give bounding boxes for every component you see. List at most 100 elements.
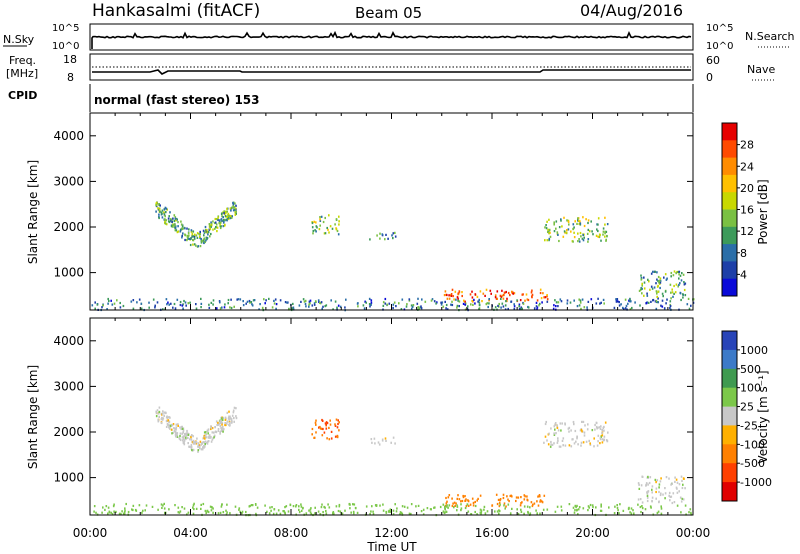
range-gate-cell — [573, 226, 575, 229]
range-gate-cell — [363, 307, 366, 310]
range-gate-cell — [548, 239, 550, 242]
range-gate-cell — [650, 506, 652, 509]
range-gate-cell — [195, 303, 197, 306]
range-gate-cell — [588, 230, 591, 233]
range-gate-cell — [206, 442, 209, 445]
range-gate-cell — [204, 240, 206, 244]
range-gate-cell — [292, 306, 295, 309]
range-gate-cell — [592, 233, 594, 236]
range-gate-cell — [379, 232, 381, 235]
range-gate-cell — [555, 305, 557, 308]
range-gate-cell — [192, 235, 194, 238]
range-gate-cell — [567, 228, 570, 231]
nsearch-tick-bottom: 10^0 — [706, 41, 733, 52]
range-gate-cell — [502, 297, 505, 300]
range-gate-cell — [207, 510, 210, 514]
range-gate-cell — [546, 294, 548, 297]
range-gate-cell — [165, 223, 168, 226]
range-gate-cell — [309, 302, 311, 305]
range-gate-cell — [530, 291, 533, 294]
range-gate-cell — [226, 420, 229, 423]
range-gate-cell — [605, 230, 608, 233]
range-gate-cell — [130, 300, 133, 303]
range-gate-cell — [444, 507, 446, 510]
range-gate-cell — [216, 226, 219, 229]
range-gate-cell — [676, 481, 679, 484]
range-gate-cell — [656, 278, 658, 281]
range-gate-cell — [520, 508, 522, 511]
range-gate-cell — [211, 427, 214, 430]
range-gate-cell — [317, 510, 320, 513]
range-gate-cell — [118, 513, 121, 516]
range-gate-cell — [328, 426, 330, 429]
range-gate-cell — [171, 218, 173, 221]
range-gate-cell — [422, 513, 425, 516]
range-gate-cell — [572, 506, 575, 509]
range-gate-cell — [556, 424, 558, 427]
range-gate-cell — [498, 501, 501, 504]
range-gate-cell — [168, 424, 170, 427]
range-gate-cell — [214, 227, 216, 230]
range-gate-cell — [467, 499, 469, 502]
range-gate-cell — [472, 303, 474, 306]
range-gate-cell — [451, 300, 453, 303]
range-gate-cell — [319, 224, 321, 227]
range-gate-cell — [673, 270, 676, 273]
range-gate-cell — [578, 240, 581, 243]
range-gate-cell — [561, 439, 564, 442]
range-gate-cell — [618, 512, 620, 515]
range-gate-cell — [662, 493, 664, 496]
range-gate-cell — [590, 220, 592, 223]
colorbar-tick-label: 1000 — [740, 344, 768, 357]
range-gate-cell — [173, 302, 176, 306]
range-gate-cell — [536, 512, 538, 515]
range-gate-cell — [210, 440, 213, 443]
range-gate-cell — [599, 438, 602, 441]
range-gate-cell — [221, 423, 223, 426]
range-gate-cell — [486, 302, 489, 305]
range-gate-cell — [646, 499, 649, 503]
range-gate-cell — [680, 475, 683, 478]
range-gate-cell — [600, 435, 602, 438]
range-gate-cell — [261, 306, 264, 309]
range-gate-cell — [631, 306, 633, 310]
range-gate-cell — [224, 422, 226, 425]
range-gate-cell — [483, 508, 485, 511]
range-gate-cell — [182, 303, 184, 306]
range-gate-cell — [180, 223, 183, 226]
range-gate-cell — [647, 490, 649, 493]
range-gate-cell — [502, 305, 505, 308]
colorbar-swatch — [722, 349, 737, 370]
range-gate-cell — [474, 510, 476, 514]
range-gate-cell — [227, 217, 230, 221]
colorbar-tick-label: 500 — [740, 363, 761, 376]
range-gate-cell — [408, 298, 411, 301]
range-gate-cell — [171, 424, 174, 427]
range-gate-cell — [522, 302, 525, 305]
range-gate-cell — [179, 434, 181, 438]
range-gate-cell — [217, 216, 219, 219]
range-gate-cell — [392, 237, 394, 240]
range-gate-cell — [335, 218, 338, 221]
range-gate-cell — [224, 223, 226, 226]
range-gate-cell — [604, 421, 607, 424]
range-gate-cell — [505, 505, 507, 508]
range-gate-cell — [183, 438, 185, 441]
range-gate-cell — [549, 445, 552, 448]
range-gate-cell — [191, 441, 194, 444]
range-gate-cell — [222, 416, 225, 419]
range-gate-cell — [273, 302, 276, 305]
range-gate-cell — [202, 446, 204, 449]
range-gate-cell — [334, 435, 337, 438]
range-gate-cell — [462, 496, 465, 499]
range-gate-cell — [672, 492, 675, 495]
range-gate-cell — [173, 219, 176, 223]
range-gate-cell — [538, 304, 540, 307]
range-gate-cell — [221, 219, 223, 222]
range-gate-cell — [233, 206, 236, 209]
range-gate-cell — [666, 277, 668, 280]
range-gate-cell — [320, 215, 323, 218]
range-gate-cell — [558, 226, 561, 229]
range-gate-cell — [315, 221, 317, 224]
range-gate-cell — [235, 415, 237, 418]
